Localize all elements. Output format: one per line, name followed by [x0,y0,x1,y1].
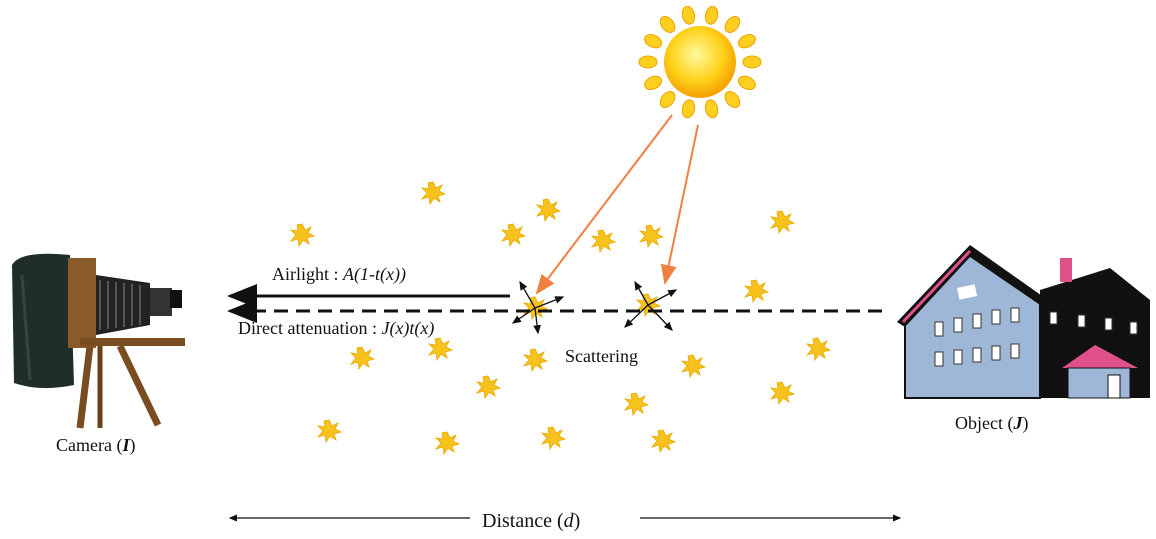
camera-label: Camera (I) [56,435,135,456]
sunlight-arrow [537,115,672,293]
haze-particle [682,355,705,377]
haze-particle [771,211,794,233]
sun-ray [736,32,757,51]
sun-ray [639,56,657,68]
object-label: Object (J) [955,413,1028,434]
sun-ray [743,56,761,68]
sun-ray [657,14,678,36]
sun-ray [722,14,743,36]
direct-attenuation-label: Direct attenuation : J(x)t(x) [238,318,434,339]
haze-particle [625,393,648,415]
sun-ray [681,5,697,25]
haze-particle [351,347,374,369]
sun [639,5,761,119]
sun-ray [642,32,663,51]
airlight-label: Airlight : A(1-t(x)) [272,264,406,285]
haze-particle [477,376,500,398]
haze-particle [745,280,768,302]
sun-ray [704,5,720,25]
haze-particle [807,338,830,360]
sun-ray [722,89,743,111]
haze-particle [542,427,565,449]
haze-particle [422,182,445,204]
distance-label: Distance (d) [482,510,580,532]
diagram: Airlight : A(1-t(x)) Direct attenuation … [0,0,1156,534]
sun-ray [681,99,697,119]
house [897,245,1150,398]
haze-particle [652,430,675,452]
haze-particle [429,338,452,360]
camera [12,254,185,428]
haze-particle [318,420,341,442]
sun-ray [736,74,757,93]
sunlight-arrow [665,125,698,283]
haze-particle [436,432,459,454]
sun-ray [657,89,678,111]
haze-particle [502,224,525,246]
sun-ray [642,74,663,93]
scattering-label: Scattering [565,346,638,366]
haze-particle [592,230,615,252]
sun-ray [704,99,720,119]
haze-particle [291,224,314,246]
haze-particle [640,225,663,247]
haze-particle [524,349,547,371]
haze-particle [537,199,560,221]
haze-particle [771,382,794,404]
